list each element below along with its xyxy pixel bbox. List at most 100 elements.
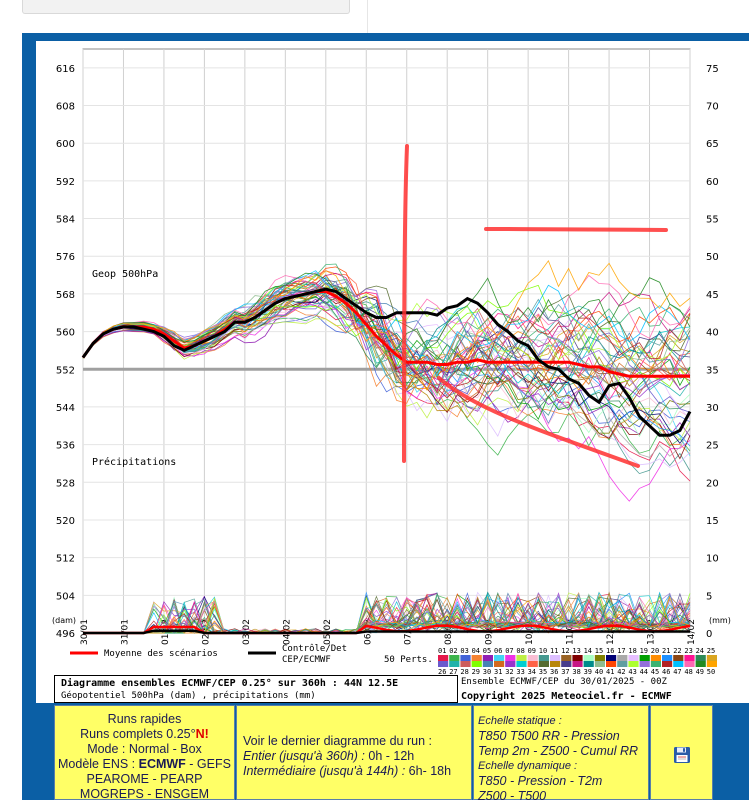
left-tick-label: 600 [56,139,75,150]
left-tick-label: 584 [56,215,75,226]
swatch-number: 09 [528,647,536,655]
swatch-color [662,661,673,667]
model-ecmwf[interactable]: ECMWF [138,757,186,771]
run-selector-panel: Voir le dernier diagramme du run : Entie… [236,705,472,800]
annotation-top-mark [484,227,668,232]
swatch-number: 01 [438,647,446,655]
right-tick-label: 10 [706,554,719,565]
chart-area: 496 504 512 520 528 536 544 552 560 568 576 584 592 6… [36,41,749,703]
legend-perts-label: 50 Perts. [384,655,433,665]
dynamic-line-1[interactable]: T850 - Pression - T2m [478,774,603,788]
right-tick-label: 0 [706,629,712,640]
swatch-number: 45 [651,668,659,676]
right-tick-label: 35 [706,365,719,376]
floppy-disk-icon[interactable] [673,746,691,764]
swatch-color [460,661,471,667]
swatch-color [662,655,673,661]
swatch-color [538,661,549,667]
pearome-line[interactable]: PEAROME - PEARP [86,772,203,786]
right-tick-label: 40 [706,328,719,339]
swatch-color [594,655,605,661]
mogreps-line[interactable]: MOGREPS - ENSGEM [79,787,210,800]
swatch-number: 24 [696,647,704,655]
swatch-number: 18 [628,647,636,655]
column-divider [367,0,368,33]
legend-control-label-1: Contrôle/Det [282,643,347,654]
swatch-color [516,661,527,667]
swatch-number: 07 [505,647,513,655]
swatch-number: 33 [516,668,524,676]
right-tick-label: 75 [706,64,719,75]
new-badge: N! [195,727,209,741]
swatch-color [527,661,538,667]
precip-label: Précipitations [92,456,176,468]
swatch-number: 34 [528,668,536,676]
run-inter-value[interactable]: 6h- 18h [405,764,452,778]
swatch-number: 04 [472,647,480,655]
run-inter-line[interactable]: Intermédiaire (jusqu'à 144h) : 6h- 18h [243,764,471,779]
mode-line[interactable]: Mode : Normal - Box [87,742,202,756]
left-tick-label: 520 [56,516,75,527]
static-line-1[interactable]: T850 T500 RR - Pression [478,729,620,743]
swatch-number: 13 [572,647,580,655]
right-tick-label: 20 [706,478,719,489]
ensemble-chart: 4965045125205285365445525605685765845926… [52,48,731,676]
left-tick-label: 592 [56,177,75,188]
swatch-color [471,661,482,667]
swatch-number: 48 [684,668,692,676]
left-tick-label: 536 [56,441,75,452]
dynamic-line-2[interactable]: Z500 - T500 [478,789,547,800]
ensemble-member-line [82,259,691,391]
swatch-number: 44 [640,668,648,676]
chart-subtitle: Géopotentiel 500hPa (dam) , précipitatio… [61,691,316,701]
swatch-number: 10 [539,647,547,655]
left-tick-label: 552 [56,365,75,376]
right-unit: (mm) [709,616,731,625]
right-tick-label: 65 [706,139,719,150]
swatch-color [482,661,493,667]
chart-title-box: Diagramme ensembles ECMWF/CEP 0.25° sur … [54,675,458,703]
run-inter-label: Intermédiaire (jusqu'à 144h) : [243,764,406,778]
diagram-frame: 496 504 512 520 528 536 544 552 560 568 576 584 592 6… [22,33,749,800]
ensemble-member-line [82,272,691,391]
swatch-number: 32 [505,668,513,676]
swatch-number: 28 [460,668,468,676]
annotation-vertical-mark [402,144,409,463]
swatch-color [650,655,661,661]
run-entier-value[interactable]: 0h - 12h [364,749,415,763]
swatch-color [550,661,561,667]
run-entier-label: Entier (jusqu'à 360h) : [243,749,365,763]
swatch-color [505,655,516,661]
scale-panel: Echelle statique : T850 T500 RR - Pressi… [473,705,649,800]
swatch-number: 15 [595,647,603,655]
swatch-number: 27 [449,668,457,676]
swatch-color [695,661,706,667]
model-line[interactable]: Modèle ENS : ECMWF - GEFS [55,757,234,772]
ensemble-member-line [82,274,691,358]
swatch-number: 02 [449,647,457,655]
swatch-number: 11 [550,647,558,655]
model-label: Modèle ENS : [58,757,139,771]
runs-rapides-link[interactable]: Runs rapides [107,712,182,726]
right-tick-label: 5 [706,591,712,602]
mean-geop-line [81,290,690,378]
swatch-number: 40 [595,668,603,676]
left-tick-label: 544 [56,403,75,414]
static-line-2[interactable]: Temp 2m - Z500 - Cumul RR [478,744,638,758]
swatch-color [516,655,527,661]
swatch-number: 35 [539,668,547,676]
right-tick-label: 60 [706,177,719,188]
swatch-color [561,655,572,661]
right-tick-label: 70 [706,102,719,113]
swatch-number: 38 [572,668,580,676]
run-entier-line[interactable]: Entier (jusqu'à 360h) : 0h - 12h [243,749,471,764]
runs-complets-line[interactable]: Runs complets 0.25°N! [55,727,234,742]
swatch-number: 05 [483,647,491,655]
swatch-number: 37 [561,668,569,676]
left-unit: (dam) [52,616,76,625]
swatch-color [494,655,505,661]
ensemble-precip-line [83,596,691,634]
right-tick-label: 50 [706,252,719,263]
swatch-color [706,655,717,661]
model-gefs[interactable]: - GEFS [185,757,231,771]
